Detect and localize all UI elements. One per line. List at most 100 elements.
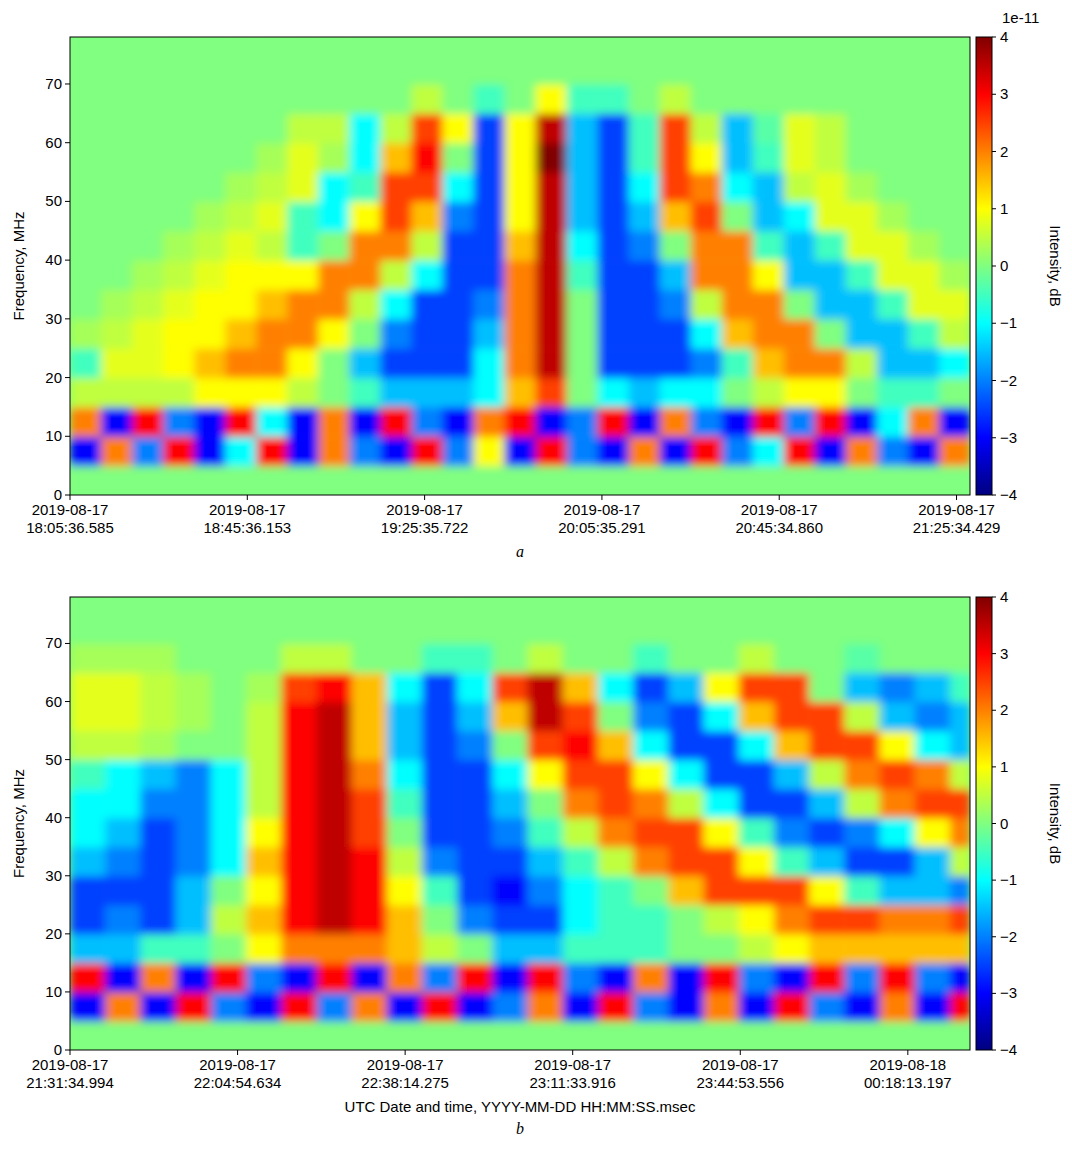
heat-cell <box>598 992 634 1022</box>
heat-cell <box>739 992 775 1022</box>
heat-cell <box>442 201 474 231</box>
heat-cell <box>809 731 845 761</box>
heat-cell <box>70 289 102 319</box>
heat-cell <box>132 407 164 437</box>
heat-cell <box>101 407 133 437</box>
heat-cell <box>132 113 164 143</box>
heat-cell <box>633 818 669 848</box>
heat-cell <box>256 348 288 378</box>
heat-cell <box>915 789 951 819</box>
heat-cell <box>774 597 810 644</box>
heat-cell <box>739 818 775 848</box>
heat-cell <box>211 847 247 877</box>
heat-cell <box>536 84 568 114</box>
heat-cell <box>473 407 505 437</box>
heat-cell <box>140 673 176 703</box>
heat-cell <box>352 673 388 703</box>
heat-cell <box>442 407 474 437</box>
heat-cell <box>950 643 970 673</box>
heat-cell <box>380 378 412 408</box>
heat-cell <box>504 319 536 349</box>
heat-cell <box>722 37 754 85</box>
heat-cell <box>457 597 493 644</box>
heat-cell <box>939 466 970 495</box>
heat-cell <box>660 231 692 261</box>
heat-cell <box>660 348 692 378</box>
heat-cell <box>528 702 564 732</box>
heat-cell <box>877 260 909 290</box>
heat-cell <box>287 84 319 114</box>
heat-cell <box>753 201 785 231</box>
heat-cell <box>844 963 880 993</box>
heat-cell <box>473 113 505 143</box>
heat-cell <box>722 289 754 319</box>
heat-cell <box>774 702 810 732</box>
heat-cell <box>668 847 704 877</box>
colorbar-tick <box>992 823 996 824</box>
heat-cell <box>809 597 845 644</box>
heat-cell <box>457 963 493 993</box>
heat-cell <box>567 348 599 378</box>
y-tick-label: 70 <box>45 634 62 651</box>
heat-cell <box>256 260 288 290</box>
heat-cell <box>105 673 141 703</box>
heat-cell <box>349 466 381 495</box>
heat-cell <box>70 407 102 437</box>
heat-cell <box>176 934 212 964</box>
x-tick-label: 2019-08-1720:45:34.860 <box>735 501 823 536</box>
heat-cell <box>352 992 388 1022</box>
heat-cell <box>536 466 568 495</box>
heat-cell <box>225 407 257 437</box>
heat-cell <box>442 319 474 349</box>
heat-cell <box>691 289 723 319</box>
heat-cell <box>739 847 775 877</box>
colorbar-tick <box>992 710 996 711</box>
heat-cell <box>815 319 847 349</box>
heat-cell <box>422 789 458 819</box>
heat-cell <box>442 466 474 495</box>
heat-cell <box>844 992 880 1022</box>
heat-cell <box>422 905 458 935</box>
heat-cell <box>784 84 816 114</box>
heat-cell <box>387 905 423 935</box>
heat-cell <box>939 260 970 290</box>
y-tick-label: 20 <box>45 925 62 942</box>
heat-cell <box>194 172 226 202</box>
heat-cell <box>211 1021 247 1050</box>
heat-cell <box>194 348 226 378</box>
heat-cell <box>246 992 282 1022</box>
heat-cell <box>387 789 423 819</box>
heat-cell <box>691 466 723 495</box>
heat-cell <box>567 201 599 231</box>
heat-cell <box>815 260 847 290</box>
heat-cell <box>939 436 970 466</box>
heat-cell <box>660 407 692 437</box>
heat-cell <box>316 760 352 790</box>
heat-cell <box>739 673 775 703</box>
heat-cell <box>163 201 195 231</box>
heat-cell <box>70 789 106 819</box>
heat-cell <box>784 319 816 349</box>
heat-cell <box>316 731 352 761</box>
heat-cell <box>211 876 247 906</box>
heat-cell <box>908 231 940 261</box>
heat-cell <box>784 436 816 466</box>
heat-cell <box>536 231 568 261</box>
heat-cell <box>287 348 319 378</box>
heat-cell <box>660 466 692 495</box>
heat-cell <box>753 231 785 261</box>
heat-cell <box>877 231 909 261</box>
x-tick <box>956 495 957 500</box>
heat-cell <box>598 319 630 349</box>
heat-cell <box>473 172 505 202</box>
heat-cell <box>105 789 141 819</box>
heat-cell <box>753 436 785 466</box>
heat-cell <box>287 319 319 349</box>
heat-cell <box>70 731 106 761</box>
heat-cell <box>668 760 704 790</box>
heat-cell <box>132 260 164 290</box>
heat-cell <box>668 702 704 732</box>
heat-cell <box>528 760 564 790</box>
heat-cell <box>442 84 474 114</box>
heat-cell <box>629 84 661 114</box>
